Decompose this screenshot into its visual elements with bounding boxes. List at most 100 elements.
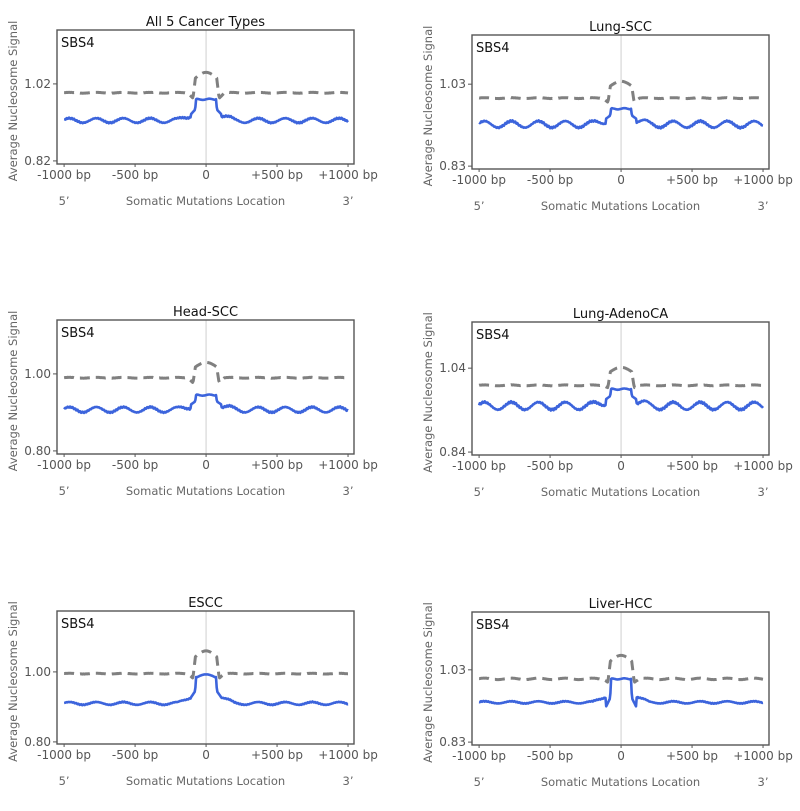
y-tick-label: 0.84 [439,445,466,459]
x-tick-label: +1000 bp [733,749,793,763]
x-tick-label: 0 [202,748,210,762]
y-tick-label: 1.03 [439,663,466,677]
x-axis-label: Somatic Mutations Location [126,774,285,788]
series-line-real [478,677,764,708]
x-tick-label: -1000 bp [37,168,91,182]
x-tick-label: -500 bp [527,459,573,473]
x-tick-label: -1000 bp [37,748,91,762]
x-tick-label: +500 bp [251,458,303,472]
y-tick-label: 0.83 [439,735,466,749]
x-tick-label: 0 [202,168,210,182]
x-axis-label: Somatic Mutations Location [126,194,285,208]
series-line-simulated [63,70,349,100]
x-label-5prime: 5’ [59,484,70,498]
y-tick-label: 1.00 [24,665,51,679]
x-tick-label: +500 bp [251,168,303,182]
plot-frame [56,319,355,455]
x-tick-label: +500 bp [666,459,718,473]
x-tick-label: -1000 bp [37,458,91,472]
chart-panel: All 5 Cancer Types SBS4 0.82 1.02 -1000 bp -5… [6,15,378,208]
signature-label: SBS4 [61,36,94,51]
x-label-3prime: 3’ [343,774,354,788]
plot-frame [56,610,355,745]
series-line-real [63,673,349,707]
x-tick-label: +1000 bp [733,459,793,473]
series-line-real [477,387,765,412]
x-label-3prime: 3’ [758,775,769,789]
y-tick-label: 0.80 [24,735,51,749]
chart-panel: Lung-SCC SBS4 0.83 1.03 -1000 bp -500 bp 0 +500… [421,20,793,213]
y-tick-label: 1.04 [439,361,466,375]
x-label-5prime: 5’ [59,194,70,208]
x-tick-label: +500 bp [251,748,303,762]
x-tick-label: +500 bp [666,749,718,763]
x-tick-label: +1000 bp [318,458,378,472]
y-tick-label: 1.03 [439,77,466,91]
panel-title: Head-SCC [173,305,238,320]
x-tick-label: 0 [617,459,625,473]
x-label-3prime: 3’ [343,194,354,208]
x-label-3prime: 3’ [758,485,769,499]
x-tick-label: +1000 bp [318,748,378,762]
plot-frame [471,611,770,746]
x-axis-label: Somatic Mutations Location [541,199,700,213]
chart-panel: Liver-HCC SBS4 0.83 1.03 -1000 bp -500 bp 0 +50… [421,597,793,789]
series-line-simulated [478,653,764,684]
x-tick-label: -1000 bp [452,459,506,473]
x-axis-label: Somatic Mutations Location [541,485,700,499]
signature-label: SBS4 [476,328,509,343]
panel-title: Lung-AdenoCA [573,307,668,322]
x-axis-label: Somatic Mutations Location [126,484,285,498]
y-axis-label: Average Nucleosome Signal [421,312,435,473]
chart-panel: ESCC SBS4 0.80 1.00 -1000 bp -500 bp 0 +500 bp +… [6,596,378,788]
series-line-real [63,393,349,415]
x-label-5prime: 5’ [59,774,70,788]
y-tick-label: 0.82 [24,154,51,168]
panel-title: Lung-SCC [589,20,652,35]
signature-label: SBS4 [61,326,94,341]
x-tick-label: -500 bp [527,749,573,763]
x-label-5prime: 5’ [474,485,485,499]
y-axis-label: Average Nucleosome Signal [421,26,435,187]
x-label-5prime: 5’ [474,775,485,789]
x-tick-label: -500 bp [112,168,158,182]
y-axis-label: Average Nucleosome Signal [6,311,20,472]
x-tick-label: +500 bp [666,173,718,187]
signature-label: SBS4 [61,617,94,632]
series-line-real [478,106,764,130]
series-line-simulated [63,649,349,680]
x-tick-label: -500 bp [112,458,158,472]
x-tick-label: -1000 bp [452,749,506,763]
y-axis-label: Average Nucleosome Signal [6,601,20,762]
x-tick-label: -1000 bp [452,173,506,187]
x-label-3prime: 3’ [343,484,354,498]
panel-title: ESCC [188,596,223,611]
y-axis-label: Average Nucleosome Signal [421,602,435,763]
x-tick-label: +1000 bp [318,168,378,182]
x-tick-label: +1000 bp [733,173,793,187]
x-tick-label: -500 bp [112,748,158,762]
x-axis-label: Somatic Mutations Location [541,775,700,789]
x-tick-label: 0 [617,173,625,187]
x-label-3prime: 3’ [758,199,769,213]
y-tick-label: 1.02 [24,77,51,91]
x-label-5prime: 5’ [474,199,485,213]
plot-frame [471,34,770,170]
y-axis-label: Average Nucleosome Signal [6,21,20,182]
panel-title: All 5 Cancer Types [146,15,265,30]
signature-label: SBS4 [476,618,509,633]
plot-frame [471,321,770,456]
x-tick-label: 0 [202,458,210,472]
signature-label: SBS4 [476,41,509,56]
x-tick-label: 0 [617,749,625,763]
y-tick-label: 0.80 [24,444,51,458]
y-tick-label: 1.00 [24,367,51,381]
chart-panel: Lung-AdenoCA SBS4 0.84 1.04 -1000 bp -500 bp 0… [421,307,793,499]
panel-title: Liver-HCC [589,597,653,612]
series-line-real [63,97,349,125]
y-tick-label: 0.83 [439,159,466,173]
x-tick-label: -500 bp [527,173,573,187]
plot-frame [56,29,355,165]
chart-panel: Head-SCC SBS4 0.80 1.00 -1000 bp -500 bp 0 +500… [6,305,378,498]
